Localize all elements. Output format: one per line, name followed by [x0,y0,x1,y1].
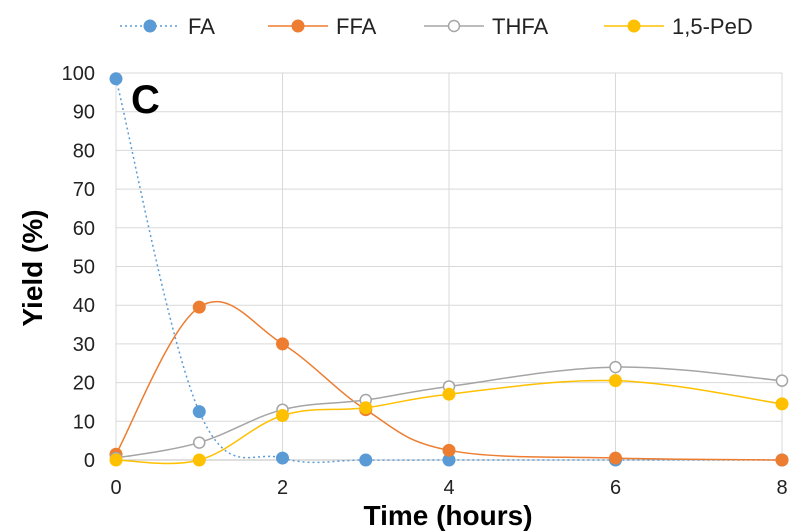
y-axis-ticks: 0 10 20 30 40 50 60 70 80 90 100 [62,63,95,472]
y-tick-label: 90 [73,102,95,124]
data-point-fa [109,72,123,86]
legend-label-1-5-ped: 1,5-PeD [672,14,753,39]
x-tick-label: 2 [277,477,288,499]
series-line-fa [115,78,782,464]
y-tick-label: 70 [73,179,95,201]
y-tick-label: 0 [84,450,95,472]
y-tick-label: 20 [73,373,95,395]
gridlines [115,72,783,461]
data-point-1-5-ped [192,453,206,467]
data-point-fa [359,453,373,467]
data-point-1-5-ped [359,401,373,415]
data-point-thfa [609,360,622,374]
x-axis-ticks: 0 2 4 6 8 [110,477,787,499]
data-point-ffa [609,451,622,465]
x-tick-label: 6 [610,477,621,499]
y-tick-label: 50 [73,257,95,279]
legend-label-ffa: FFA [336,14,377,39]
y-tick-label: 60 [73,218,95,240]
data-point-1-5-ped [775,397,789,411]
data-point-1-5-ped [442,387,456,401]
data-point-fa [192,405,206,419]
y-tick-label: 100 [62,63,95,85]
x-tick-label: 4 [443,477,454,499]
panel-label: C [131,78,160,122]
data-point-ffa [276,337,289,351]
data-point-fa [276,451,289,465]
y-tick-label: 80 [73,140,95,162]
data-point-thfa [193,436,206,449]
legend-label-thfa: THFA [492,14,549,39]
legend-marker-fa [143,19,157,33]
legend-marker-thfa [447,19,461,33]
data-point-ffa [192,300,206,314]
x-axis-title: Time (hours) [363,500,532,531]
series-markers [109,72,789,467]
legend-marker-1-5-ped [627,19,641,33]
y-axis-title: Yield (%) [17,209,48,326]
y-tick-label: 40 [73,295,95,317]
data-point-ffa [442,443,456,457]
y-tick-label: 10 [73,411,95,433]
data-point-ffa [775,453,789,467]
data-point-thfa [775,374,789,387]
y-tick-label: 30 [73,334,95,356]
legend: FA FFA THFA 1,5-PeD [120,14,753,39]
x-tick-label: 0 [110,477,121,499]
data-point-1-5-ped [276,408,289,422]
data-point-1-5-ped [109,453,123,467]
legend-marker-ffa [291,19,305,33]
x-tick-label: 8 [776,477,787,499]
legend-label-fa: FA [188,14,215,39]
data-point-fa [442,453,456,467]
data-point-1-5-ped [609,374,622,388]
